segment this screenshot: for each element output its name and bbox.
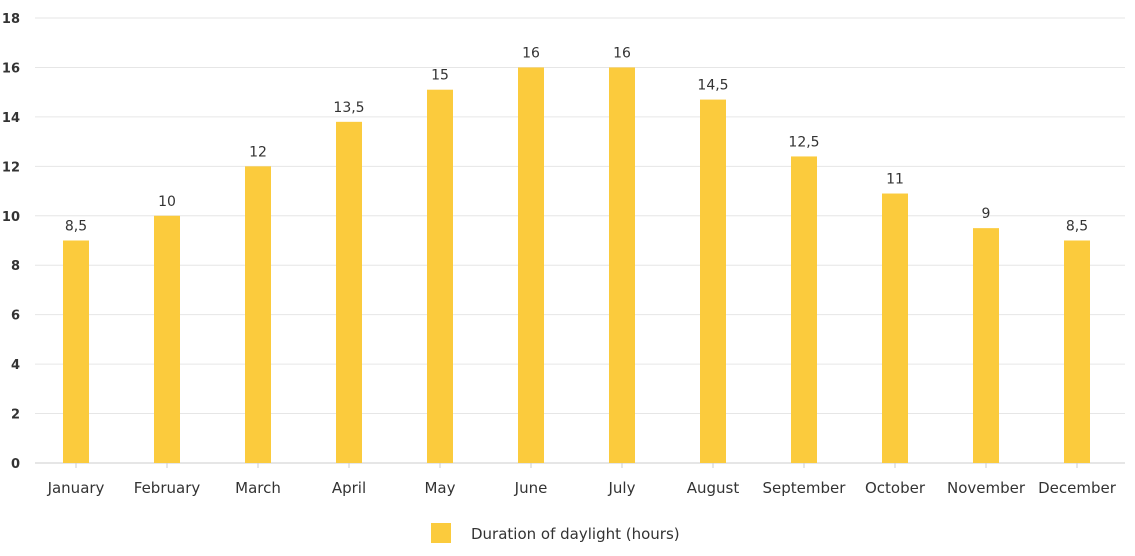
axes: 0 2 4 6 8 10 12 14 16 18 January February March April… bbox=[2, 12, 1125, 497]
x-tick-label: September bbox=[763, 479, 847, 497]
x-tick-label: April bbox=[332, 479, 366, 497]
y-tick-label: 12 bbox=[2, 160, 20, 175]
x-tick-label: June bbox=[514, 479, 548, 497]
data-label: 16 bbox=[613, 45, 631, 61]
x-tick-label: December bbox=[1038, 479, 1117, 497]
bar-november bbox=[973, 228, 999, 463]
y-tick-label: 14 bbox=[2, 111, 20, 126]
y-tick-label: 6 bbox=[11, 309, 20, 324]
bar-october bbox=[882, 193, 908, 463]
data-label: 12 bbox=[249, 144, 267, 160]
data-label: 16 bbox=[522, 45, 540, 61]
x-tick-label: August bbox=[687, 479, 740, 497]
y-tick-label: 0 bbox=[11, 457, 20, 472]
bar-april bbox=[336, 121, 362, 463]
bar-august bbox=[700, 99, 726, 463]
x-tick-label: March bbox=[235, 479, 281, 497]
bar-february bbox=[154, 215, 180, 463]
bar-march bbox=[245, 166, 271, 464]
data-label: 14,5 bbox=[697, 78, 728, 94]
data-labels: 8,5 10 12 13,5 15 16 16 14,5 12,5 11 9 8,5 bbox=[65, 45, 1088, 234]
gridlines bbox=[35, 17, 1125, 415]
legend: Duration of daylight (hours) bbox=[431, 523, 680, 543]
bar-december bbox=[1064, 240, 1090, 463]
bar-september bbox=[791, 156, 817, 463]
x-tick-label: November bbox=[947, 479, 1026, 497]
y-tick-label: 10 bbox=[2, 210, 20, 225]
data-label: 8,5 bbox=[1066, 219, 1088, 235]
bars bbox=[63, 67, 1090, 464]
y-tick-label: 16 bbox=[2, 61, 20, 76]
x-tick-label: October bbox=[865, 479, 926, 497]
bar-july bbox=[609, 67, 635, 463]
x-tick-label: February bbox=[134, 479, 201, 497]
bar-january bbox=[63, 240, 89, 463]
x-tick-label: July bbox=[608, 479, 636, 497]
data-label: 12,5 bbox=[788, 134, 819, 150]
y-tick-label: 8 bbox=[11, 259, 20, 274]
data-label: 13,5 bbox=[333, 100, 364, 116]
bar-may bbox=[427, 89, 453, 463]
data-label: 11 bbox=[886, 172, 904, 188]
data-label: 15 bbox=[431, 68, 449, 84]
x-tick-label: May bbox=[424, 479, 455, 497]
data-label: 10 bbox=[158, 194, 176, 210]
data-label: 9 bbox=[982, 206, 991, 222]
legend-swatch bbox=[431, 523, 451, 543]
y-tick-label: 18 bbox=[2, 12, 20, 27]
y-tick-label: 2 bbox=[11, 408, 20, 423]
bar-june bbox=[518, 67, 544, 463]
legend-label: Duration of daylight (hours) bbox=[471, 525, 680, 543]
x-tick-label: January bbox=[47, 479, 105, 497]
data-label: 8,5 bbox=[65, 219, 87, 235]
y-tick-label: 4 bbox=[11, 358, 20, 373]
